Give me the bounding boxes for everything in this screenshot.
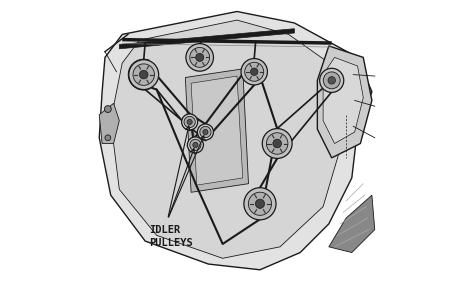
- Polygon shape: [111, 20, 346, 258]
- Polygon shape: [323, 57, 363, 144]
- Circle shape: [197, 124, 213, 140]
- Circle shape: [245, 62, 264, 81]
- Circle shape: [104, 106, 111, 113]
- Circle shape: [200, 126, 211, 138]
- Circle shape: [133, 64, 155, 85]
- Circle shape: [266, 133, 288, 154]
- Circle shape: [129, 60, 159, 90]
- Polygon shape: [329, 195, 375, 253]
- Polygon shape: [119, 29, 294, 49]
- Circle shape: [105, 135, 111, 141]
- Circle shape: [190, 139, 201, 151]
- Polygon shape: [99, 103, 119, 144]
- Circle shape: [262, 129, 292, 158]
- Circle shape: [187, 137, 203, 153]
- Polygon shape: [318, 46, 372, 158]
- Circle shape: [196, 53, 204, 61]
- Polygon shape: [99, 11, 372, 270]
- Circle shape: [328, 77, 336, 84]
- Polygon shape: [191, 76, 243, 185]
- Circle shape: [250, 68, 258, 75]
- Polygon shape: [185, 69, 248, 192]
- Circle shape: [203, 129, 208, 135]
- Circle shape: [186, 44, 213, 71]
- Circle shape: [248, 192, 272, 215]
- Text: IDLER
PULLEYS: IDLER PULLEYS: [149, 225, 193, 248]
- Circle shape: [184, 116, 195, 128]
- Circle shape: [319, 68, 344, 92]
- Circle shape: [190, 47, 210, 67]
- Circle shape: [193, 142, 198, 148]
- Circle shape: [273, 139, 282, 148]
- Circle shape: [187, 119, 192, 125]
- Circle shape: [241, 59, 267, 85]
- Circle shape: [182, 114, 198, 130]
- Circle shape: [244, 188, 276, 220]
- Circle shape: [323, 72, 340, 89]
- Circle shape: [139, 70, 148, 79]
- Circle shape: [255, 199, 264, 208]
